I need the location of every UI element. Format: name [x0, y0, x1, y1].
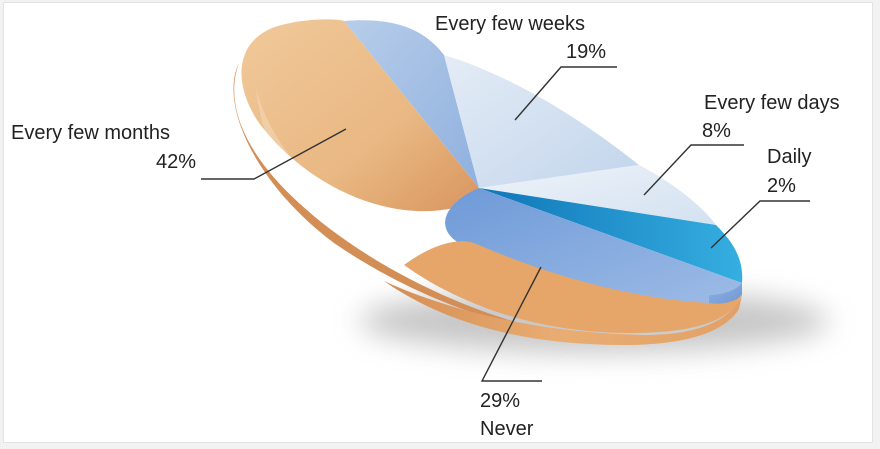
label-every-few-days: Every few days — [704, 92, 840, 114]
label-every-few-weeks: Every few weeks — [435, 13, 585, 35]
slice-every-few-days — [479, 165, 716, 225]
pct-every-few-weeks: 19% — [566, 41, 606, 63]
pct-daily: 2% — [767, 175, 796, 197]
slice-side-every-few-months — [233, 63, 589, 339]
slice-band-months-edge — [344, 20, 479, 188]
label-every-few-months: Every few months — [11, 122, 170, 144]
slice-right-rim — [709, 283, 742, 304]
leader-line-every-few-weeks — [514, 66, 617, 121]
slice-daily — [479, 188, 743, 283]
label-never: Never — [480, 418, 534, 440]
leader-line-daily — [710, 200, 810, 249]
slice-side-never — [384, 281, 742, 345]
label-daily: Daily — [767, 146, 811, 168]
pie-chart: Every few months 42% Every few weeks 19%… — [11, 13, 840, 440]
slice-every-few-weeks — [444, 55, 639, 188]
slice-never-face — [404, 241, 742, 333]
pct-every-few-months: 42% — [156, 151, 196, 173]
chart-frame: Every few months 42% Every few weeks 19%… — [3, 2, 873, 443]
slice-never — [445, 188, 742, 303]
pct-never: 29% — [480, 390, 520, 412]
pie-labels: Every few months 42% Every few weeks 19%… — [11, 13, 840, 440]
pct-every-few-days: 8% — [702, 120, 731, 142]
slice-highlight — [256, 88, 399, 258]
pie-slices — [233, 19, 743, 345]
leader-line-every-few-days — [643, 144, 744, 196]
leader-line-never — [480, 266, 542, 382]
leader-line-every-few-months — [201, 128, 347, 180]
slice-every-few-months — [241, 19, 479, 212]
